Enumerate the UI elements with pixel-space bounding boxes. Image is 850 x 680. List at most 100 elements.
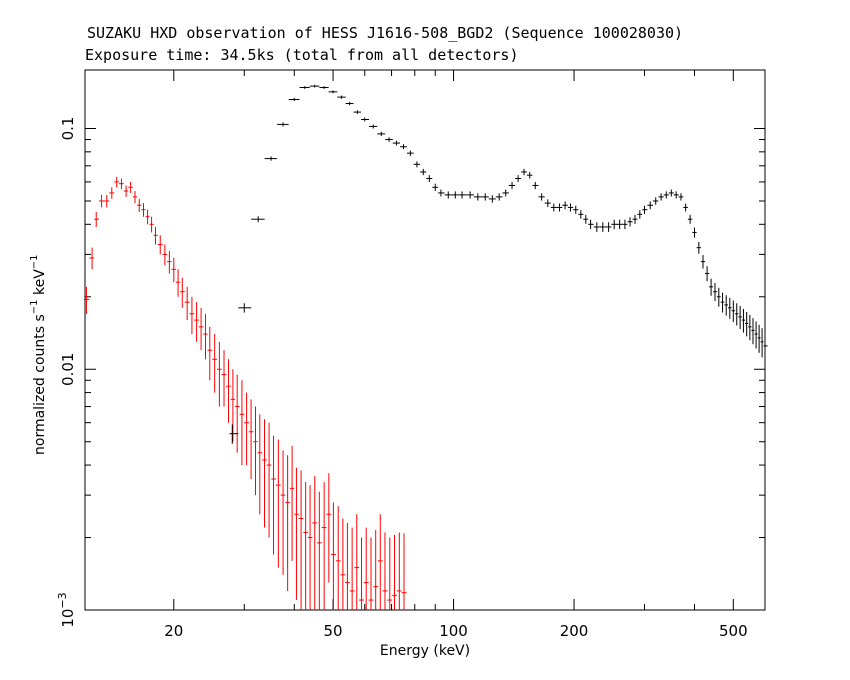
data-point	[94, 211, 99, 227]
data-point	[363, 527, 369, 610]
data-point	[207, 326, 213, 381]
y-axis-label-sup2: −1	[29, 254, 40, 269]
data-point	[238, 303, 252, 313]
data-point	[754, 321, 758, 349]
data-point	[724, 295, 729, 316]
data-point	[738, 306, 742, 329]
data-point	[578, 210, 584, 219]
data-point	[299, 86, 310, 89]
data-point	[229, 424, 239, 444]
data-point	[605, 222, 612, 232]
data-point	[502, 189, 509, 197]
data-point	[212, 334, 218, 393]
series-gso	[229, 84, 768, 444]
y-axis-label: normalized counts s−1 keV−1	[29, 254, 48, 455]
data-point	[763, 331, 768, 363]
data-point	[583, 214, 589, 224]
data-point	[396, 532, 402, 610]
data-point	[696, 241, 701, 254]
data-point	[481, 193, 489, 201]
data-point	[420, 168, 427, 176]
data-point	[198, 307, 204, 351]
x-tick-label: 500	[719, 622, 748, 640]
data-point	[335, 506, 341, 610]
data-point	[317, 491, 322, 610]
data-point	[521, 168, 527, 176]
data-point	[432, 183, 439, 192]
data-point	[532, 181, 539, 190]
data-point	[735, 303, 739, 326]
x-tick-label: 100	[439, 622, 468, 640]
data-point	[194, 302, 199, 342]
data-point	[226, 359, 231, 423]
data-point	[294, 467, 299, 601]
data-point	[230, 369, 236, 442]
data-series	[83, 84, 768, 610]
data-point	[368, 124, 378, 129]
data-point	[451, 191, 459, 199]
data-point	[353, 110, 362, 114]
chart-subtitle: Exposure time: 34.5ks (total from all de…	[85, 46, 518, 64]
data-point	[251, 216, 265, 223]
data-point	[466, 191, 474, 199]
data-point	[538, 193, 545, 201]
data-point	[438, 189, 445, 197]
data-point	[307, 485, 313, 610]
data-point	[473, 193, 482, 201]
data-point	[573, 205, 579, 214]
data-point	[319, 86, 329, 89]
data-point	[98, 194, 105, 208]
data-point	[266, 422, 272, 538]
data-point	[705, 266, 710, 282]
data-point	[458, 191, 467, 199]
data-point	[354, 514, 360, 610]
data-point	[399, 144, 407, 150]
data-point	[288, 97, 300, 102]
data-point	[128, 181, 133, 193]
data-point	[627, 217, 633, 227]
data-point	[444, 191, 452, 199]
data-point	[309, 84, 320, 88]
data-point	[361, 117, 369, 122]
data-point	[359, 537, 364, 610]
data-point	[298, 470, 304, 610]
data-point	[217, 341, 222, 407]
data-point	[377, 514, 383, 610]
data-point	[153, 226, 158, 245]
data-point	[488, 195, 496, 203]
data-point	[239, 380, 245, 466]
data-point	[167, 250, 172, 274]
data-point	[377, 131, 386, 137]
data-point	[567, 203, 574, 212]
y-axis-label-sup1: −1	[29, 299, 40, 314]
chart-title: SUZAKU HXD observation of HESS J1616-508…	[87, 24, 683, 42]
data-point	[180, 277, 185, 308]
data-point	[137, 198, 142, 212]
data-point	[326, 473, 332, 583]
data-point	[741, 308, 746, 333]
data-point	[382, 532, 388, 610]
data-point	[83, 286, 90, 314]
data-point	[709, 278, 714, 296]
data-point	[599, 222, 606, 232]
data-point	[257, 414, 263, 515]
data-point	[349, 527, 355, 610]
data-point	[668, 189, 674, 197]
data-point	[89, 247, 95, 270]
plot-frame	[84, 69, 766, 611]
data-point	[544, 199, 551, 208]
data-point	[757, 324, 761, 353]
data-point	[550, 203, 557, 212]
data-point	[642, 205, 648, 214]
data-point	[340, 518, 346, 610]
data-point	[678, 193, 684, 201]
data-point	[235, 374, 240, 453]
y-tick-label: 10−3	[56, 592, 77, 627]
x-tick-label: 20	[164, 622, 183, 640]
data-point	[132, 191, 138, 204]
data-point	[593, 222, 600, 232]
data-point	[280, 450, 286, 575]
data-point	[562, 201, 568, 210]
data-point	[373, 529, 378, 610]
data-point	[406, 150, 414, 156]
